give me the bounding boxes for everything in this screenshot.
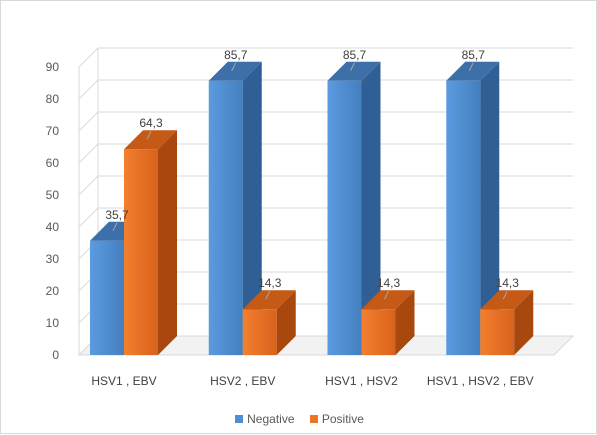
chart-legend: Negative Positive: [1, 412, 597, 426]
y-tick-label: 30: [46, 252, 60, 266]
y-tick-label: 80: [46, 92, 60, 106]
data-label-negative: 85,7: [343, 48, 367, 62]
bar-positive-side: [276, 290, 296, 355]
bar-positive-side: [514, 290, 534, 355]
data-label-positive: 14,3: [377, 276, 401, 290]
bar-negative-side: [480, 61, 500, 355]
bar-negative-top: [208, 61, 262, 81]
y-tick-label: 10: [46, 316, 60, 330]
data-label-leader: [468, 62, 474, 71]
legend-swatch-positive: [309, 415, 318, 423]
y-tick-label: 50: [46, 188, 60, 202]
bar-positive-side: [158, 130, 177, 355]
x-category-label: HSV1 , HSV2: [325, 374, 398, 388]
y-tick-label: 20: [46, 284, 60, 298]
gridline-side: [78, 111, 99, 132]
bar-positive-top: [242, 290, 296, 310]
data-label-leader: [146, 131, 152, 140]
data-label-negative: 85,7: [462, 48, 486, 62]
data-label-leader: [231, 62, 237, 71]
bar-negative-side: [242, 61, 262, 355]
legend-item-positive: Positive: [309, 412, 364, 426]
gridline-side: [78, 175, 99, 196]
data-label-positive: 64,3: [139, 116, 163, 130]
bar-negative-front: [208, 80, 243, 355]
bar-positive-front: [124, 149, 158, 355]
bar-negative-front: [90, 240, 124, 355]
data-label-leader: [384, 291, 389, 300]
legend-item-negative: Negative: [235, 412, 295, 426]
bar-negative-top: [327, 61, 381, 81]
bar-positive-side: [395, 290, 415, 355]
x-category-label: HSV1 , EBV: [91, 374, 156, 388]
data-label-leader: [502, 291, 508, 300]
y-tick-label: 90: [46, 60, 60, 74]
bar-negative-top: [446, 61, 500, 81]
bar-positive-top: [124, 130, 177, 150]
legend-label-negative: Negative: [247, 412, 295, 426]
gridline-side: [78, 47, 99, 68]
bar-negative-front: [446, 80, 481, 355]
data-label-leader: [112, 222, 118, 231]
y-tick-label: 40: [46, 220, 60, 234]
data-label-leader: [350, 62, 355, 71]
legend-label-positive: Positive: [321, 412, 364, 426]
data-label-negative: 85,7: [224, 48, 248, 62]
bar-negative-front: [327, 80, 362, 355]
bar-positive-front: [361, 309, 396, 355]
legend-swatch-negative: [235, 415, 244, 423]
x-category-label: HSV1 , HSV2 , EBV: [427, 374, 534, 388]
data-label-negative: 35,7: [105, 208, 129, 222]
data-label-positive: 14,3: [496, 276, 520, 290]
bar-positive-front: [480, 309, 515, 355]
x-category-label: HSV2 , EBV: [210, 374, 275, 388]
bar-negative-side: [361, 61, 381, 355]
data-label-leader: [265, 291, 271, 300]
gridline-side: [78, 143, 99, 164]
y-tick-label: 0: [52, 348, 59, 362]
bar-positive-top: [480, 290, 534, 310]
y-tick-label: 60: [46, 156, 60, 170]
bar-positive-front: [242, 309, 277, 355]
gridline-side: [78, 79, 99, 100]
gridline-side: [78, 207, 99, 228]
bar-positive-top: [361, 290, 415, 310]
data-label-positive: 14,3: [258, 276, 282, 290]
y-tick-label: 70: [46, 124, 60, 138]
